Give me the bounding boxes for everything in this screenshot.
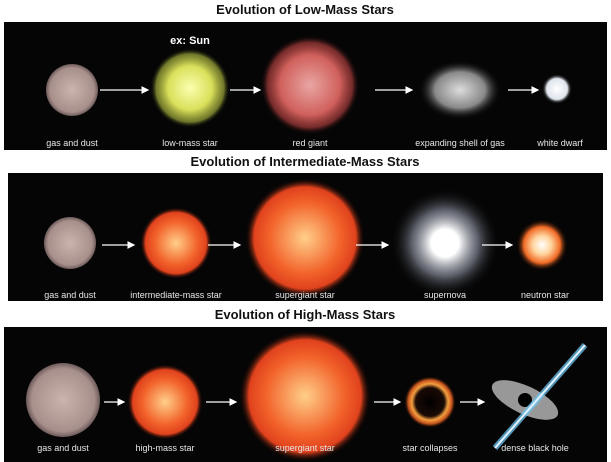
gas-shell [418,60,502,120]
star [260,35,360,135]
star [150,48,230,128]
stage-label: neutron star [521,290,569,300]
panel-title: Evolution of Intermediate-Mass Stars [191,154,420,169]
stage-label: supernova [424,290,466,300]
panel-title: Evolution of Low-Mass Stars [216,2,394,17]
gas-cloud [46,64,98,116]
stage-label: supergiant star [275,290,335,300]
collapsing-star [404,376,456,428]
black-hole [491,343,588,450]
star [140,207,212,279]
annotation: ex: Sun [170,35,210,47]
stage-label: low-mass star [162,138,218,148]
neutron-star [516,219,568,271]
stage-label: gas and dust [44,290,96,300]
star [542,74,572,104]
star [127,364,203,440]
stage-label: white dwarf [536,138,583,148]
stage-label: expanding shell of gas [415,138,505,148]
stage-label: gas and dust [46,138,98,148]
panel-title: Evolution of High-Mass Stars [215,307,396,322]
stage-label: supergiant star [275,443,335,453]
star [239,330,371,462]
gas-cloud [26,363,100,437]
stage-label: high-mass star [135,443,194,453]
stage-label: intermediate-mass star [130,290,222,300]
stage-label: star collapses [402,443,458,453]
stage-label: dense black hole [501,443,569,453]
gas-cloud [44,217,96,269]
stage-label: gas and dust [37,443,89,453]
star [245,178,365,298]
stage-label: red giant [292,138,328,148]
supernova [390,188,500,298]
